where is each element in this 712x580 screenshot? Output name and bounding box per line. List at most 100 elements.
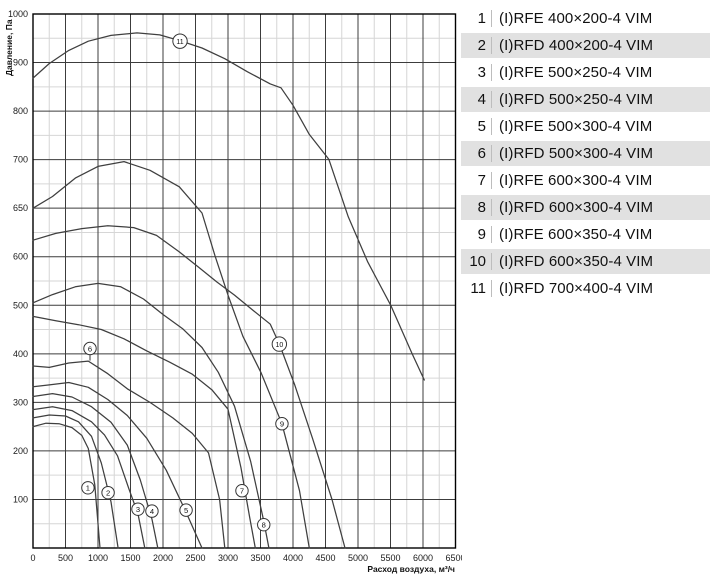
- curve-4: [32, 392, 159, 549]
- y-tick-label: 900: [13, 58, 28, 68]
- curve-8: [32, 282, 270, 549]
- legend-row-number: 10: [469, 253, 486, 270]
- marker-circle: [179, 503, 193, 517]
- curve-3: [32, 406, 146, 549]
- legend-row-3: 3 (I)RFE 500×250-4 VIM: [461, 60, 710, 85]
- legend-row-model-label: (I)RFE 600×300-4 VIM: [491, 172, 652, 189]
- x-axis-title: Расход воздуха, м³/ч: [367, 564, 455, 574]
- legend-row-model-label: (I)RFD 500×300-4 VIM: [491, 145, 653, 162]
- curve-line-2: [32, 414, 119, 549]
- y-tick-label: 200: [13, 446, 28, 456]
- legend-row-8: 8 (I)RFD 600×300-4 VIM: [461, 195, 710, 220]
- legend-row-model-label: (I)RFE 600×350-4 VIM: [491, 226, 652, 243]
- marker-circle: [271, 336, 288, 352]
- curve-line-3: [32, 406, 146, 549]
- marker-number: 1: [86, 484, 90, 493]
- legend-row-7: 7 (I)RFE 600×300-4 VIM: [461, 168, 710, 193]
- curve-7: [32, 315, 256, 549]
- curve-marker-7: 7: [235, 484, 249, 498]
- curve-marker-9: 9: [275, 417, 289, 431]
- marker-number: 6: [88, 344, 92, 353]
- y-tick-label: 700: [13, 155, 28, 165]
- legend-row-number: 2: [477, 37, 486, 54]
- marker-circle: [131, 502, 145, 516]
- legend-row-number: 1: [477, 10, 486, 27]
- legend-row-number: 7: [477, 172, 486, 189]
- x-tick-label: 2000: [153, 553, 173, 563]
- marker-circle: [172, 33, 188, 49]
- curve-line-11: [32, 32, 425, 381]
- legend-row-number: 6: [477, 145, 486, 162]
- legend-row-model-label: (I)RFE 400×200-4 VIM: [491, 10, 652, 27]
- x-tick-label: 500: [58, 553, 73, 563]
- curve-marker-10: 10: [271, 336, 288, 352]
- curve-6: [32, 360, 226, 549]
- curve-2: [32, 414, 119, 549]
- y-tick-label: 800: [13, 106, 28, 116]
- x-tick-label: 1000: [88, 553, 108, 563]
- marker-circle: [257, 517, 271, 532]
- curve-line-8: [32, 282, 270, 549]
- curve-marker-4: 4: [145, 504, 159, 518]
- legend-row-number: 11: [470, 280, 486, 297]
- marker-circle: [83, 341, 97, 356]
- curve-9: [32, 160, 310, 549]
- fan-curves: [32, 32, 425, 549]
- curve-5: [32, 381, 203, 549]
- marker-number: 2: [106, 488, 110, 497]
- x-tick-label: 5500: [380, 553, 400, 563]
- curve-line-10: [32, 225, 346, 549]
- x-tick-label: 6000: [413, 553, 433, 563]
- curve-1: [32, 422, 101, 549]
- marker-number: 8: [262, 520, 266, 529]
- marker-circle: [275, 417, 289, 431]
- legend-row-model-label: (I)RFE 500×250-4 VIM: [491, 64, 652, 81]
- legend-row-11: 11 (I)RFD 700×400-4 VIM: [461, 276, 710, 301]
- y-tick-label: 650: [13, 203, 28, 213]
- x-tick-label: 5000: [348, 553, 368, 563]
- legend-row-model-label: (I)RFD 400×200-4 VIM: [491, 37, 653, 54]
- marker-number: 3: [136, 505, 140, 514]
- legend-row-model-label: (I)RFD 600×300-4 VIM: [491, 199, 653, 216]
- marker-circle: [145, 504, 159, 518]
- legend-row-number: 3: [477, 64, 486, 81]
- plot-frame: [32, 13, 457, 549]
- y-tick-label: 500: [13, 300, 28, 310]
- curve-line-5: [32, 381, 203, 549]
- legend-row-9: 9 (I)RFE 600×350-4 VIM: [461, 222, 710, 247]
- curve-line-7: [32, 315, 256, 549]
- curve-line-4: [32, 392, 159, 549]
- pressure-flow-chart: 1 2 3 4 5 6 7 8 9 10 11 1000 900 800 700 650 600 500 400 3…: [4, 9, 462, 574]
- legend-row-number: 9: [477, 226, 486, 243]
- marker-number: 5: [184, 506, 188, 515]
- y-tick-label: 1000: [8, 9, 28, 19]
- curve-10: [32, 225, 346, 549]
- model-legend-table: 1 (I)RFE 400×200-4 VIM 2 (I)RFD 400×200-4 V…: [461, 6, 710, 303]
- x-tick-label: 0: [30, 553, 35, 563]
- curve-marker-6: 6: [83, 341, 97, 361]
- y-axis-title: Давление, Па: [4, 19, 14, 76]
- legend-row-model-label: (I)RFD 500×250-4 VIM: [491, 91, 653, 108]
- legend-row-model-label: (I)RFE 500×300-4 VIM: [491, 118, 652, 135]
- legend-row-6: 6 (I)RFD 500×300-4 VIM: [461, 141, 710, 166]
- x-tick-label: 1500: [120, 553, 140, 563]
- y-tick-label: 400: [13, 349, 28, 359]
- curve-marker-2: 2: [101, 485, 115, 500]
- legend-row-2: 2 (I)RFD 400×200-4 VIM: [461, 33, 710, 58]
- marker-number: 11: [176, 39, 183, 46]
- marker-circle: [81, 481, 95, 495]
- legend-row-10: 10 (I)RFD 600×350-4 VIM: [461, 249, 710, 274]
- marker-number: 7: [240, 487, 244, 496]
- marker-circle: [235, 484, 249, 498]
- x-tick-label: 2500: [185, 553, 205, 563]
- curve-marker-8: 8: [257, 517, 271, 532]
- curve-marker-11: 11: [172, 33, 188, 49]
- curve-number-markers: 1 2 3 4 5 6 7 8 9 10 11: [81, 33, 289, 532]
- legend-row-5: 5 (I)RFE 500×300-4 VIM: [461, 114, 710, 139]
- marker-number: 9: [280, 420, 284, 429]
- marker-number: 4: [150, 507, 154, 516]
- marker-circle: [101, 485, 115, 500]
